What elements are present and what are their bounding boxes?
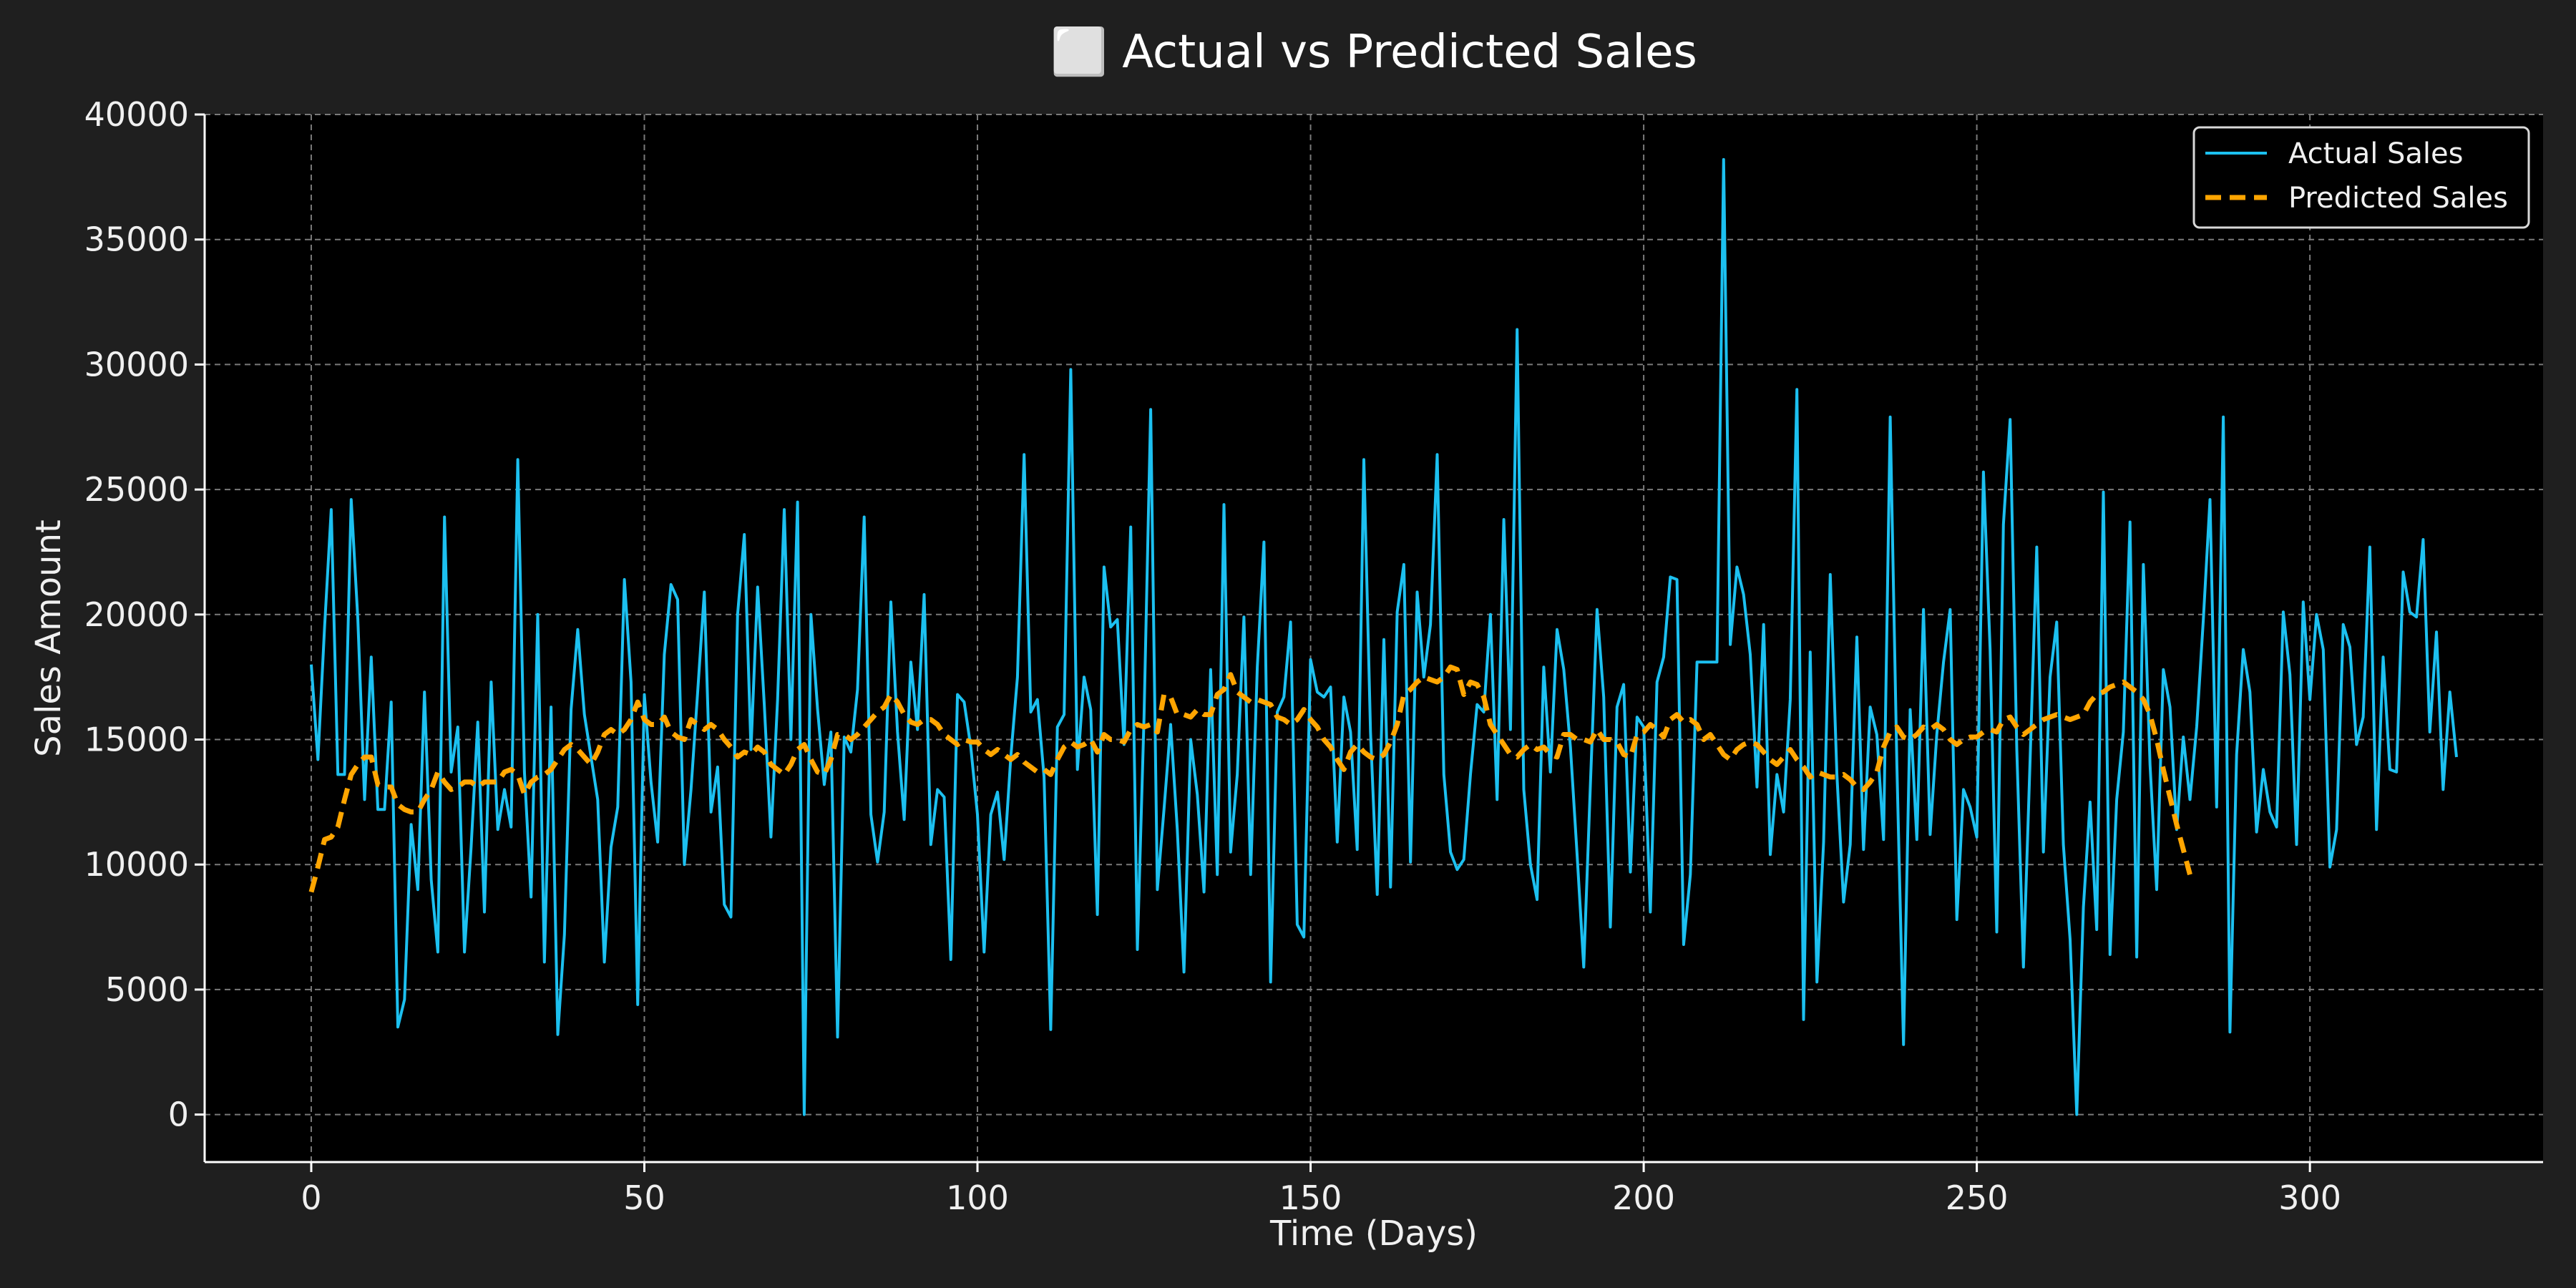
legend-box	[2192, 126, 2530, 229]
series-line-predicted-sales	[308, 664, 2192, 893]
x-tick-label: 250	[1946, 1179, 2009, 1217]
x-tick-label: 150	[1279, 1179, 1342, 1217]
grid-lines	[205, 114, 2543, 1162]
y-axis-ticks: 0 5000 10000 15000 20000 25000 30000 35000 40000	[84, 95, 205, 1134]
x-tick-label: 50	[623, 1179, 665, 1217]
legend-label-actual: Actual Sales	[2288, 137, 2464, 170]
legend: Actual Sales Predicted Sales	[2192, 126, 2530, 229]
y-tick-label: 30000	[84, 345, 189, 384]
chart-title: ⬜ Actual vs Predicted Sales	[1050, 26, 1697, 79]
x-axis-label: Time (Days)	[1269, 1214, 1478, 1254]
y-tick-label: 25000	[84, 470, 189, 509]
y-axis-label: Sales Amount	[29, 519, 69, 757]
x-tick-label: 100	[946, 1179, 1009, 1217]
y-tick-label: 35000	[84, 220, 189, 259]
x-tick-label: 300	[2278, 1179, 2341, 1217]
y-tick-label: 10000	[84, 845, 189, 884]
y-tick-label: 15000	[84, 721, 189, 759]
y-tick-label: 5000	[105, 970, 189, 1009]
x-tick-label: 200	[1612, 1179, 1675, 1217]
series-line-actual-sales	[310, 157, 2458, 1116]
x-axis-ticks: 0 50 100 150 200 250 300	[301, 1162, 2341, 1217]
y-tick-label: 0	[168, 1096, 189, 1134]
x-tick-label: 0	[301, 1179, 321, 1217]
plot-area	[205, 114, 2543, 1162]
y-tick-label: 40000	[84, 95, 189, 134]
y-tick-label: 20000	[84, 595, 189, 634]
legend-label-predicted: Predicted Sales	[2288, 182, 2508, 215]
